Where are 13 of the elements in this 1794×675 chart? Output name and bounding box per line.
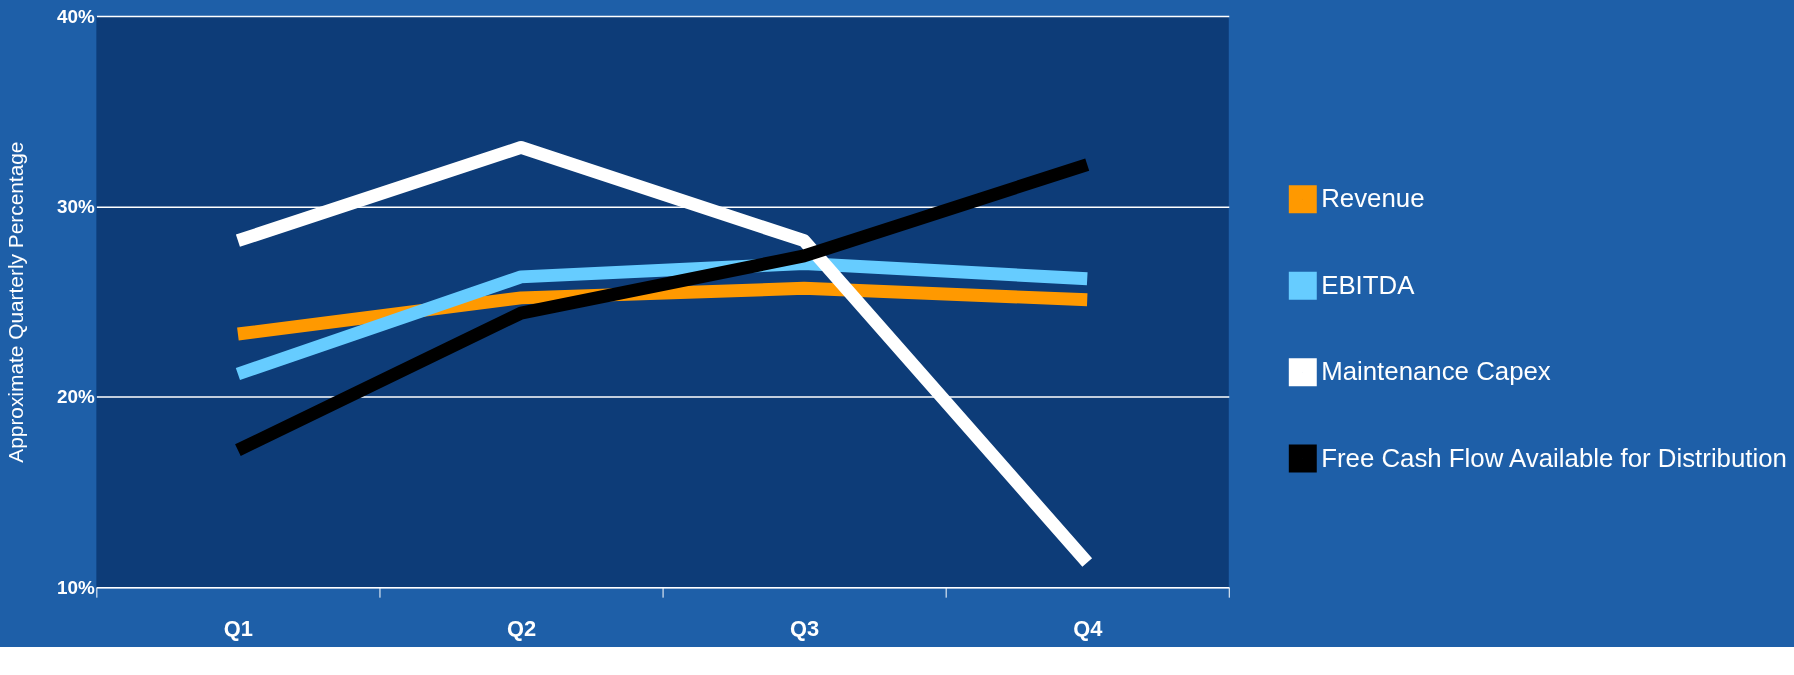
x-tick-label: Q4 (1073, 616, 1104, 642)
legend-label: EBITDA (1321, 270, 1416, 299)
x-tick-label: Q1 (223, 616, 253, 642)
y-tick-label: 20% (57, 386, 96, 408)
y-tick-label: 40% (57, 5, 96, 27)
y-axis-title: Approximate Quarterly Percentage (4, 141, 28, 463)
y-tick-label: 10% (57, 576, 96, 598)
legend-label: Maintenance Capex (1321, 357, 1551, 386)
legend-label: Free Cash Flow Available for Distribution (1321, 443, 1787, 472)
y-tick-label: 30% (57, 195, 96, 217)
x-tick-label: Q3 (790, 616, 820, 642)
x-tick-label: Q2 (506, 616, 537, 642)
legend-label: Revenue (1321, 184, 1425, 213)
